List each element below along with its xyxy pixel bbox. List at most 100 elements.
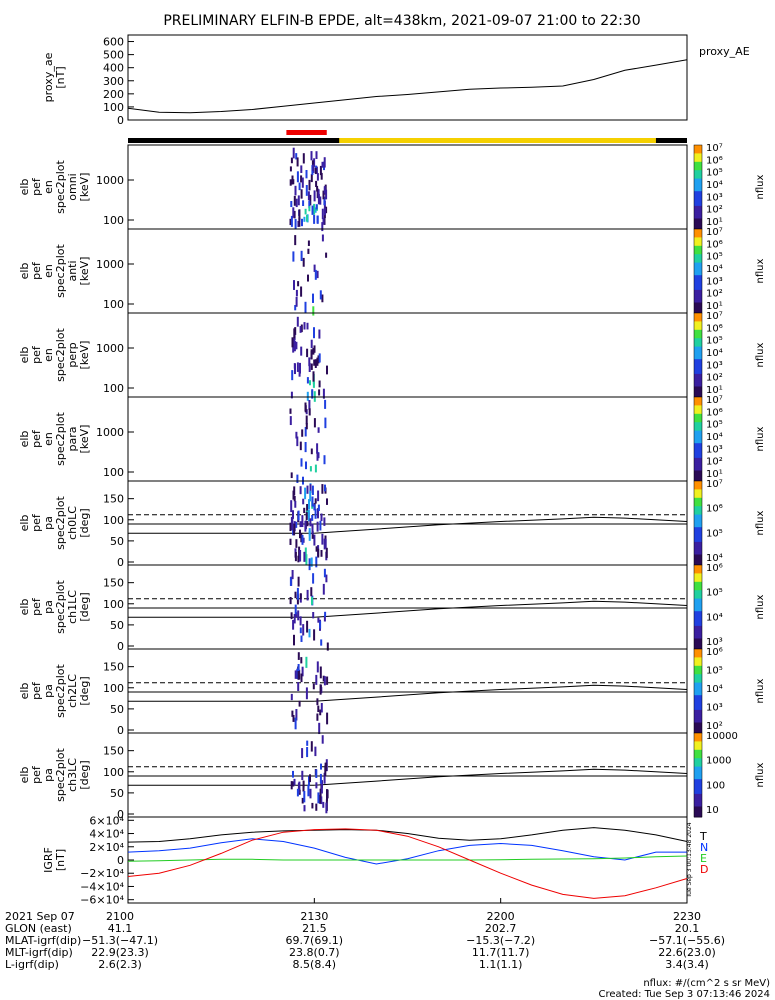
colorbar-tick-label: 10⁴ bbox=[706, 553, 723, 564]
footer-row-value: −15.3(−7.2) bbox=[466, 934, 535, 947]
pitch-angle-cell bbox=[305, 512, 308, 521]
pitch-angle-cell bbox=[319, 773, 322, 784]
spectrogram-cell bbox=[314, 464, 317, 473]
spectrogram-cell bbox=[292, 251, 295, 262]
spectrogram-cell bbox=[294, 363, 296, 375]
pitch-angle-cell bbox=[312, 573, 315, 584]
colorbar-tick-label: 10000 bbox=[706, 731, 738, 742]
colorbar-cell bbox=[694, 518, 702, 522]
colorbar-frame bbox=[693, 732, 703, 818]
spectrogram-cell bbox=[323, 207, 326, 216]
spectrogram-cell bbox=[300, 189, 303, 199]
colorbar-cell bbox=[694, 350, 702, 354]
colorbar-tick-label: 10² bbox=[706, 289, 723, 300]
colorbar-cell bbox=[694, 336, 702, 339]
spec-ylabel-line: [keV] bbox=[78, 257, 91, 286]
colorbar-cell bbox=[694, 224, 702, 228]
spectrogram-cell bbox=[320, 172, 323, 180]
colorbar-cell bbox=[694, 376, 702, 379]
colorbar-cell bbox=[694, 262, 702, 266]
spectrogram-cell bbox=[292, 147, 295, 159]
colorbar-cell bbox=[694, 667, 702, 671]
spectrogram-cell bbox=[325, 206, 328, 214]
colorbar-cell bbox=[694, 682, 702, 686]
colorbar-cell bbox=[694, 655, 702, 658]
colorbar-cell bbox=[694, 726, 702, 730]
pitch-angle-cell bbox=[289, 577, 292, 586]
colorbar-cell bbox=[694, 281, 702, 285]
colorbar-cell bbox=[694, 279, 702, 282]
colorbar-cell bbox=[694, 657, 702, 660]
colorbar-cell bbox=[694, 254, 702, 257]
colorbar-cell bbox=[694, 499, 702, 503]
spectrogram-cell bbox=[293, 210, 296, 219]
spectrogram-cell bbox=[303, 322, 306, 330]
pitch-angle-cell bbox=[315, 546, 318, 552]
colorbar-tick-label: 10³ bbox=[706, 276, 723, 287]
spectrogram-cell bbox=[306, 348, 309, 358]
pa-panel-frame bbox=[127, 564, 688, 650]
spectrogram-cell bbox=[313, 215, 316, 224]
spectrogram-cell bbox=[313, 264, 316, 272]
colorbar-cell bbox=[694, 346, 702, 350]
spectrogram-cell bbox=[305, 461, 307, 470]
colorbar-tick-label: 10³ bbox=[706, 444, 723, 455]
colorbar-cell bbox=[694, 468, 702, 471]
spec-ylabel-line: pef bbox=[30, 261, 43, 280]
colorbar-cell bbox=[694, 724, 702, 728]
colorbar-cell bbox=[694, 604, 702, 608]
igrf-side-text: Tue Sep 3 00:13:48 2024 bbox=[686, 822, 693, 898]
pitch-angle-cell bbox=[295, 612, 298, 618]
spectrogram-cell bbox=[308, 408, 311, 416]
spectrogram-cell bbox=[312, 293, 314, 303]
pitch-angle-cell bbox=[290, 781, 293, 790]
igrf-legend-label: N bbox=[700, 841, 708, 854]
pitch-angle-cell bbox=[293, 778, 296, 786]
colorbar-cell bbox=[694, 489, 702, 492]
spectrogram-cell bbox=[300, 458, 303, 467]
pitch-angle-cell bbox=[322, 675, 325, 682]
spectrogram-cell bbox=[316, 215, 319, 224]
colorbar-cell bbox=[694, 562, 702, 566]
colorbar-cell bbox=[694, 743, 702, 747]
pitch-angle-cell bbox=[323, 517, 326, 526]
colorbar-tick-label: 10⁷ bbox=[706, 227, 723, 238]
pa-ytick-label: 150 bbox=[103, 577, 124, 590]
colorbar-cell bbox=[694, 504, 702, 507]
spectrogram-cell bbox=[310, 151, 313, 161]
colorbar-cell bbox=[694, 512, 702, 516]
spectrogram-cell bbox=[306, 377, 309, 384]
colorbar-cell bbox=[694, 707, 702, 711]
spectrogram-cell bbox=[302, 200, 305, 206]
spectrogram-cell bbox=[310, 448, 313, 455]
colorbar-tick-label: 10² bbox=[706, 205, 723, 216]
pitch-angle-cell bbox=[312, 612, 315, 619]
spectrogram-cell bbox=[292, 207, 295, 218]
spectrogram-cell bbox=[297, 281, 300, 287]
colorbar-cell bbox=[694, 796, 702, 799]
flux-units-note: nflux: #/(cm^2 s sr MeV) bbox=[643, 978, 770, 989]
colorbar-cell bbox=[694, 266, 702, 270]
colorbar-cell bbox=[694, 256, 702, 259]
pitch-angle-cell bbox=[306, 620, 309, 633]
spectrogram-cell bbox=[290, 157, 293, 164]
colorbar-cell bbox=[694, 760, 702, 763]
proxy-ae-ytick-label: 300 bbox=[103, 75, 124, 88]
colorbar-cell bbox=[694, 575, 702, 579]
colorbar-cell bbox=[694, 523, 702, 526]
colorbar-cell bbox=[694, 611, 702, 614]
pitch-angle-cell bbox=[301, 748, 304, 759]
colorbar-cell bbox=[694, 598, 702, 602]
colorbar-cell bbox=[694, 508, 702, 511]
colorbar-cell bbox=[694, 806, 702, 810]
pitch-angle-cell bbox=[294, 717, 297, 730]
colorbar-tick-label: 10 bbox=[706, 805, 719, 816]
spectrogram-cell bbox=[289, 166, 292, 172]
spectrogram-cell bbox=[296, 171, 299, 183]
spectrogram-cell bbox=[298, 182, 301, 191]
pitch-angle-cell bbox=[320, 513, 323, 522]
colorbar-cell bbox=[694, 676, 702, 679]
colorbar-cell bbox=[694, 762, 702, 765]
pitch-angle-cell bbox=[308, 528, 311, 536]
pitch-angle-cell bbox=[297, 576, 300, 587]
